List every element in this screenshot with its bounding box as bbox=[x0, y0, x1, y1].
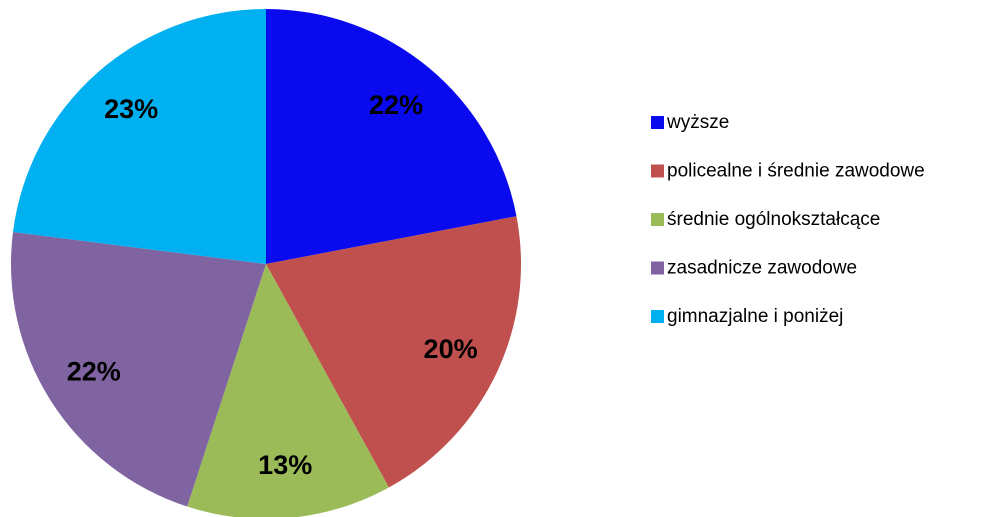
data-label: 22% bbox=[369, 90, 423, 120]
legend-label: średnie ogólnokształcące bbox=[667, 209, 880, 230]
data-label: 13% bbox=[258, 450, 312, 480]
legend-swatch bbox=[651, 164, 664, 178]
data-label: 20% bbox=[424, 334, 478, 364]
pie-slice bbox=[266, 216, 522, 488]
legend-swatch bbox=[651, 310, 664, 323]
legend-label: zasadnicze zawodowe bbox=[667, 258, 857, 279]
legend-swatch bbox=[651, 261, 664, 275]
pie-slice bbox=[187, 264, 389, 517]
legend-label: gimnazjalne i poniżej bbox=[667, 306, 843, 327]
legend-label: wyższe bbox=[666, 112, 729, 133]
pie-slice bbox=[266, 9, 517, 264]
pie-slice bbox=[13, 9, 266, 264]
pie-slice bbox=[11, 232, 267, 507]
legend-swatch bbox=[651, 116, 664, 129]
legend-label: policealne i średnie zawodowe bbox=[667, 161, 925, 182]
legend-swatch bbox=[651, 213, 664, 226]
data-label: 22% bbox=[67, 356, 121, 386]
data-label: 23% bbox=[104, 94, 158, 124]
